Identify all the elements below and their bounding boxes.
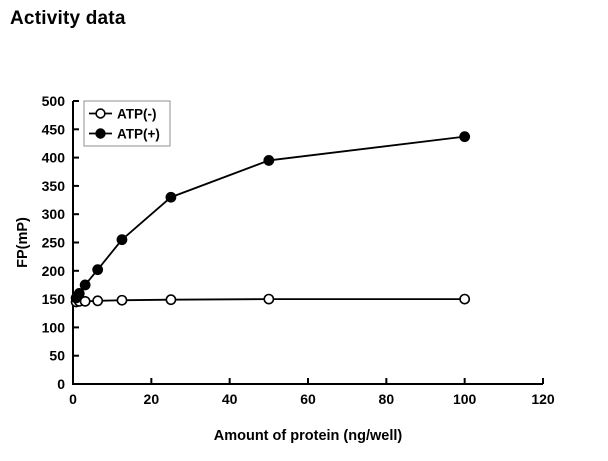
data-point-marker bbox=[459, 293, 471, 305]
data-point-marker bbox=[79, 295, 91, 307]
data-point-marker bbox=[79, 279, 91, 291]
x-tick-label: 0 bbox=[69, 391, 77, 407]
data-point-marker bbox=[73, 288, 85, 299]
data-point-marker bbox=[92, 295, 104, 307]
legend-label: ATP(-) bbox=[117, 107, 157, 122]
y-tick-label: 300 bbox=[42, 206, 66, 222]
legend-box bbox=[83, 100, 171, 147]
y-tick-label: 450 bbox=[42, 121, 66, 137]
y-tick-label: 50 bbox=[49, 348, 65, 364]
y-tick-label: 350 bbox=[42, 178, 66, 194]
x-axis-title: Amount of protein (ng/well) bbox=[214, 428, 403, 444]
x-tick-label: 60 bbox=[300, 391, 316, 407]
chart-title: Activity data bbox=[10, 8, 126, 29]
x-tick-label: 120 bbox=[531, 391, 555, 407]
data-point-marker bbox=[165, 191, 177, 203]
data-point-marker bbox=[116, 234, 128, 246]
y-tick-label: 500 bbox=[42, 93, 66, 109]
legend-label: ATP(+) bbox=[117, 127, 160, 142]
y-axis-title: FP(mP) bbox=[15, 217, 31, 268]
x-tick-label: 40 bbox=[222, 391, 238, 407]
data-point-marker bbox=[263, 293, 275, 305]
filled-circle-icon bbox=[95, 128, 106, 139]
data-point-marker bbox=[263, 155, 275, 166]
data-point-marker bbox=[459, 131, 471, 143]
y-tick-label: 100 bbox=[42, 319, 66, 335]
series-atp- bbox=[70, 293, 471, 308]
legend-entry: ATP(+) bbox=[89, 127, 160, 142]
y-tick-label: 0 bbox=[57, 376, 65, 392]
legend-entry: ATP(-) bbox=[89, 107, 157, 122]
data-point-marker bbox=[165, 294, 177, 306]
legend: ATP(-) ATP(+) bbox=[83, 100, 171, 147]
x-tick-label: 20 bbox=[144, 391, 160, 407]
x-tick-label: 100 bbox=[453, 391, 477, 407]
series-atp+ bbox=[70, 131, 471, 304]
x-tick-label: 80 bbox=[379, 391, 395, 407]
y-tick-label: 400 bbox=[42, 150, 66, 166]
data-point-marker bbox=[92, 264, 104, 276]
y-tick-label: 200 bbox=[42, 263, 66, 279]
data-point-marker bbox=[116, 294, 128, 306]
open-circle-icon bbox=[95, 108, 106, 119]
y-tick-label: 150 bbox=[42, 291, 66, 307]
y-tick-label: 250 bbox=[42, 235, 66, 251]
